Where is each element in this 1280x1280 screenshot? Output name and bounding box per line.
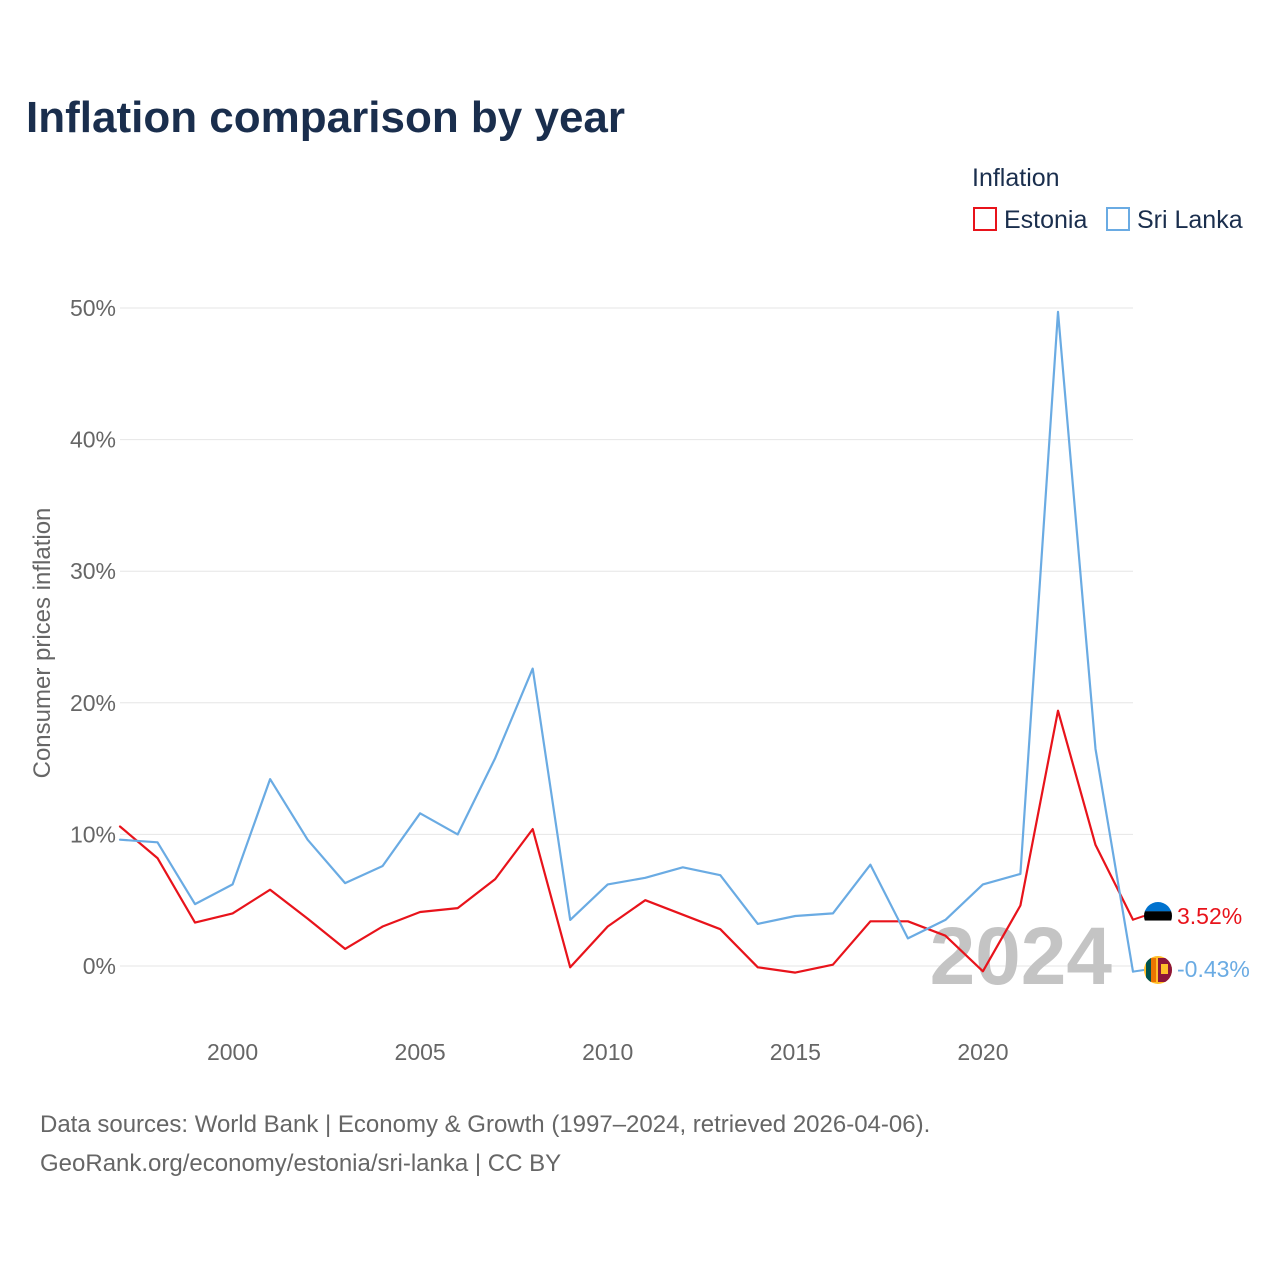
x-tick-label: 2005: [395, 1039, 446, 1065]
gridlines: [120, 307, 1133, 967]
y-tick-label: 50%: [70, 295, 116, 321]
source-line-1: Data sources: World Bank | Economy & Gro…: [40, 1111, 930, 1138]
sri-lanka-flag-icon: [1144, 956, 1172, 984]
y-tick-label: 20%: [70, 690, 116, 716]
x-tick-label: 2015: [770, 1039, 821, 1065]
x-axis-ticks: 2000 2005 2010 2015 2020: [207, 1039, 1009, 1065]
estonia-flag-icon: [1144, 902, 1172, 930]
year-watermark: 2024: [930, 911, 1113, 1002]
y-tick-label: 0%: [83, 953, 116, 979]
connector-estonia: [1132, 915, 1145, 921]
legend-label-estonia[interactable]: Estonia: [1004, 206, 1087, 234]
end-label-sri-lanka: -0.43%: [1177, 956, 1250, 982]
source-line-2: GeoRank.org/economy/estonia/sri-lanka | …: [40, 1150, 561, 1177]
series-lines: [118, 310, 1145, 974]
x-tick-label: 2000: [207, 1039, 258, 1065]
series-line-sri-lanka[interactable]: [118, 310, 1135, 973]
end-label-estonia: 3.52%: [1177, 903, 1242, 929]
y-axis-label: Consumer prices inflation: [29, 508, 56, 779]
y-axis-ticks: 0% 10% 20% 30% 40% 50%: [70, 295, 116, 979]
chart-title: Inflation comparison by year: [26, 93, 625, 142]
y-tick-label: 10%: [70, 821, 116, 847]
connector-sri-lanka: [1132, 969, 1145, 973]
x-tick-label: 2020: [957, 1039, 1008, 1065]
legend-label-sri-lanka[interactable]: Sri Lanka: [1137, 206, 1243, 234]
legend-swatch-estonia[interactable]: [973, 207, 997, 231]
y-tick-label: 40%: [70, 427, 116, 453]
legend-swatch-sri-lanka[interactable]: [1106, 207, 1130, 231]
series-line-estonia[interactable]: [118, 709, 1135, 974]
legend-title: Inflation: [972, 164, 1060, 192]
x-tick-label: 2010: [582, 1039, 633, 1065]
y-tick-label: 30%: [70, 558, 116, 584]
